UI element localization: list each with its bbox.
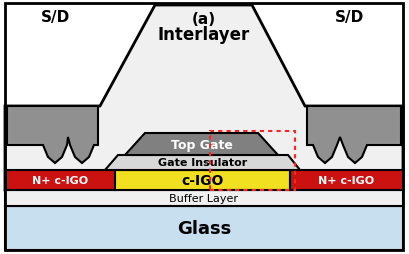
Text: Gate Insulator: Gate Insulator [158, 158, 247, 168]
Text: Buffer Layer: Buffer Layer [169, 193, 238, 203]
Text: S/D: S/D [40, 10, 70, 25]
Bar [5, 170, 115, 190]
Bar [115, 170, 290, 190]
Bar [5, 190, 403, 206]
Bar [210, 132, 295, 190]
Polygon shape [307, 107, 401, 163]
Bar [5, 206, 403, 250]
Text: (a): (a) [192, 12, 216, 27]
Text: S/D: S/D [335, 10, 365, 25]
Bar [290, 170, 403, 190]
Polygon shape [7, 107, 98, 163]
Polygon shape [125, 133, 278, 155]
Polygon shape [105, 155, 300, 170]
Text: Interlayer: Interlayer [158, 26, 250, 44]
Text: Top Gate: Top Gate [171, 138, 232, 151]
Text: c-IGO: c-IGO [181, 173, 224, 187]
Text: Glass: Glass [177, 219, 231, 237]
Polygon shape [5, 6, 403, 190]
Text: N+ c-IGO: N+ c-IGO [32, 175, 88, 185]
Text: N+ c-IGO: N+ c-IGO [319, 175, 375, 185]
